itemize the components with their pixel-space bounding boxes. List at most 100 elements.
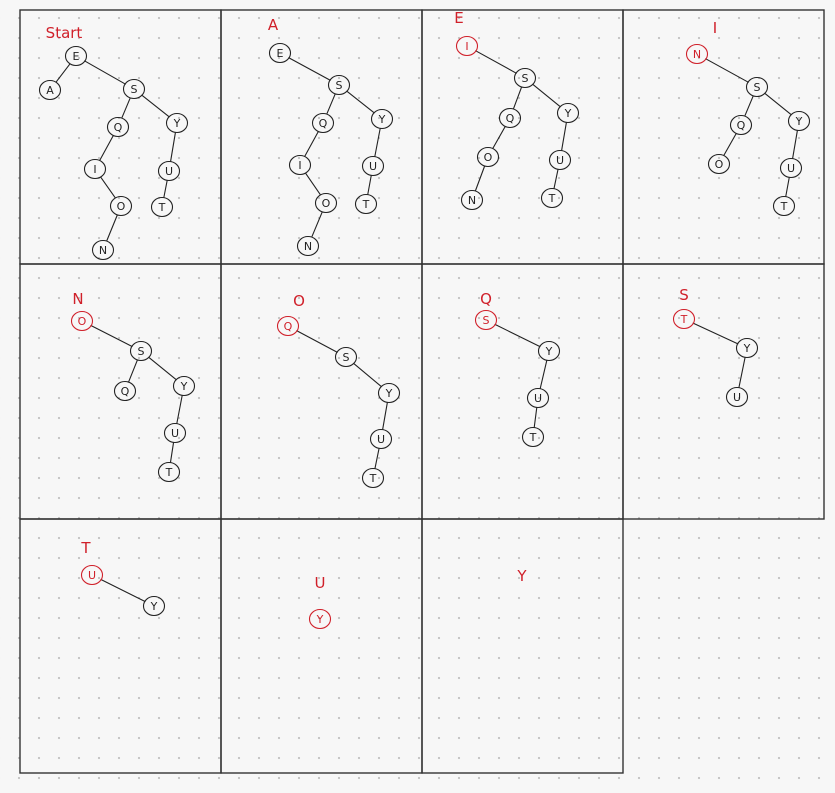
panel-frame	[421, 518, 624, 774]
node-circle	[109, 195, 133, 217]
panel-label: E	[454, 9, 463, 27]
node-circle	[361, 467, 385, 489]
edge-i-o	[305, 172, 321, 196]
edge-u-t	[163, 180, 168, 198]
node-circle	[91, 239, 115, 261]
node-y: Y	[142, 595, 166, 617]
panel-11: Y	[421, 518, 624, 774]
node-e: E	[64, 45, 88, 67]
node-y: Y	[787, 110, 811, 132]
node-q: Q	[113, 380, 137, 402]
panel-label: S	[679, 286, 689, 304]
panel-label: A	[268, 16, 279, 34]
node-y: Y	[537, 340, 561, 362]
node-u: U	[369, 428, 393, 450]
edge-i-o	[100, 176, 116, 199]
node-t: T	[361, 467, 385, 489]
node-letter: T	[529, 431, 537, 444]
edge-s-q	[121, 97, 131, 119]
panel-label: I	[713, 19, 717, 37]
node-circle	[540, 187, 564, 209]
node-circle	[113, 380, 137, 402]
node-circle	[377, 382, 401, 404]
edge-q-i	[99, 135, 114, 161]
node-circle	[707, 153, 731, 175]
node-q: Q	[311, 112, 335, 134]
node-circle	[327, 74, 351, 96]
edge-u-t	[533, 407, 538, 428]
node-circle	[70, 310, 94, 332]
panel-9: TU Y	[19, 518, 222, 774]
panel-label: T	[80, 539, 91, 557]
panel-frame	[421, 9, 624, 265]
node-circle	[537, 340, 561, 362]
node-circle	[779, 157, 803, 179]
node-u: U	[361, 155, 385, 177]
node-circle	[772, 195, 796, 217]
node-circle	[556, 102, 580, 124]
panel-label: Y	[516, 567, 527, 585]
edge-e-s	[84, 60, 126, 85]
node-letter: T	[548, 192, 556, 205]
node-u: U	[725, 386, 749, 408]
node-s: S	[745, 76, 769, 98]
node-s: S	[122, 78, 146, 100]
edge-y-u	[176, 395, 183, 424]
edge-t-y	[692, 322, 739, 345]
node-y: Y	[377, 382, 401, 404]
node-letter: Y	[180, 380, 188, 393]
node-circle	[106, 116, 130, 138]
node-u: U	[80, 564, 104, 586]
node-circle	[268, 42, 292, 64]
panel-frame	[622, 9, 825, 265]
node-circle	[370, 108, 394, 130]
node-circle	[787, 110, 811, 132]
edge-y-u	[792, 130, 798, 159]
edge-u-t	[169, 442, 175, 463]
node-circle	[150, 196, 174, 218]
edge-q-s	[296, 330, 338, 353]
node-circle	[129, 340, 153, 362]
node-letter: T	[362, 198, 370, 211]
node-t: T	[157, 461, 181, 483]
node-circle	[38, 79, 62, 101]
node-circle	[172, 375, 196, 397]
node-letter: Y	[385, 387, 393, 400]
edge-s-q	[128, 359, 138, 383]
node-q: Q	[729, 114, 753, 136]
panel-frame	[220, 9, 423, 265]
edge-s-y	[532, 83, 561, 108]
node-u: U	[526, 387, 550, 409]
node-circle	[142, 595, 166, 617]
panel-frame	[19, 518, 222, 774]
panel-1: Start E A S Q Y I U O T N	[19, 9, 222, 265]
edge-s-y	[764, 92, 792, 116]
panel-frame	[220, 518, 423, 774]
node-t: T	[772, 195, 796, 217]
node-letter: Q	[506, 112, 515, 125]
node-letter: Q	[737, 119, 746, 132]
node-n: N	[91, 239, 115, 261]
edge-u-t	[553, 169, 559, 189]
node-q: Q	[498, 107, 522, 129]
node-circle	[513, 67, 537, 89]
node-letter: S	[138, 345, 145, 358]
node-i: I	[455, 35, 479, 57]
node-letter: U	[733, 391, 741, 404]
node-letter: Y	[173, 117, 181, 130]
node-circle	[165, 112, 189, 134]
node-circle	[83, 158, 107, 180]
node-circle	[672, 308, 696, 330]
edge-u-y	[100, 578, 146, 603]
node-letter: U	[377, 433, 385, 446]
node-letter: Y	[150, 600, 158, 613]
panel-label: O	[293, 292, 305, 310]
node-s: S	[474, 309, 498, 331]
edge-y-u	[539, 360, 548, 389]
node-t: T	[672, 308, 696, 330]
edge-u-t	[367, 175, 372, 195]
node-circle	[296, 235, 320, 257]
node-circle	[521, 426, 545, 448]
node-t: T	[354, 193, 378, 215]
node-y: Y	[556, 102, 580, 124]
